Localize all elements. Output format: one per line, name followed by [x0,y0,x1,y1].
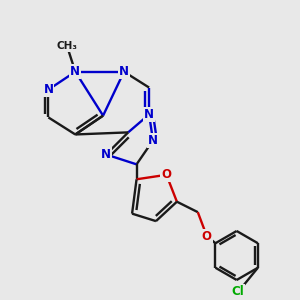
Text: CH₃: CH₃ [56,41,77,51]
Text: N: N [119,65,129,78]
Text: Cl: Cl [232,285,244,298]
Text: N: N [44,83,53,96]
Text: N: N [101,148,111,161]
Text: O: O [161,168,171,181]
Text: N: N [144,108,154,121]
Text: N: N [148,134,158,147]
Text: O: O [202,230,212,243]
Text: N: N [70,65,80,78]
